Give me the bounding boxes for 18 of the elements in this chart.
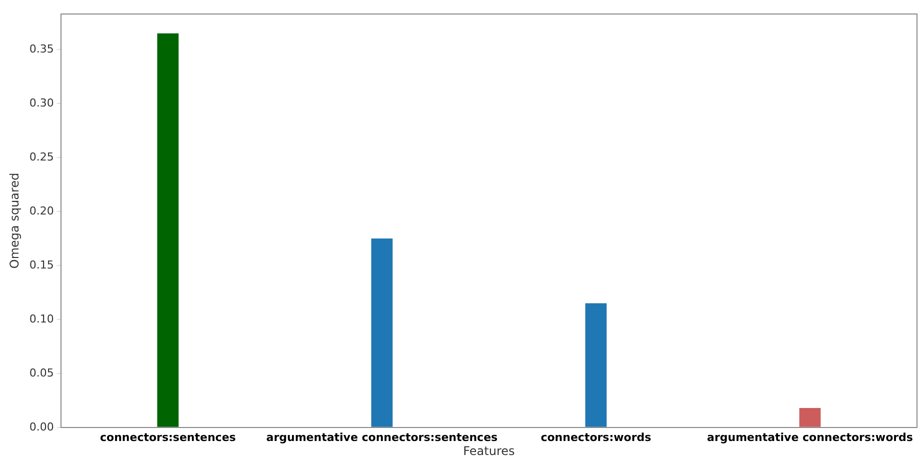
bar [585,303,607,427]
bar [799,408,821,427]
y-tick-label: 0.10 [29,312,54,326]
y-tick-label: 0.30 [29,96,54,110]
y-tick-label: 0.15 [29,258,54,272]
bar [157,33,179,427]
y-tick-label: 0.00 [29,420,54,434]
y-axis-title: Omega squared [7,172,22,269]
y-tick-label: 0.35 [29,42,54,56]
x-tick-label: connectors:words [540,430,652,444]
x-axis-title: Features [463,444,515,458]
x-tick-label: connectors:sentences [100,430,236,444]
y-tick-label: 0.25 [29,150,54,164]
x-tick-label: argumentative connectors:sentences [266,430,498,444]
y-tick-label: 0.20 [29,204,54,218]
y-tick-label: 0.05 [29,366,54,380]
bar [371,238,393,427]
x-tick-label: argumentative connectors:words [707,430,914,444]
